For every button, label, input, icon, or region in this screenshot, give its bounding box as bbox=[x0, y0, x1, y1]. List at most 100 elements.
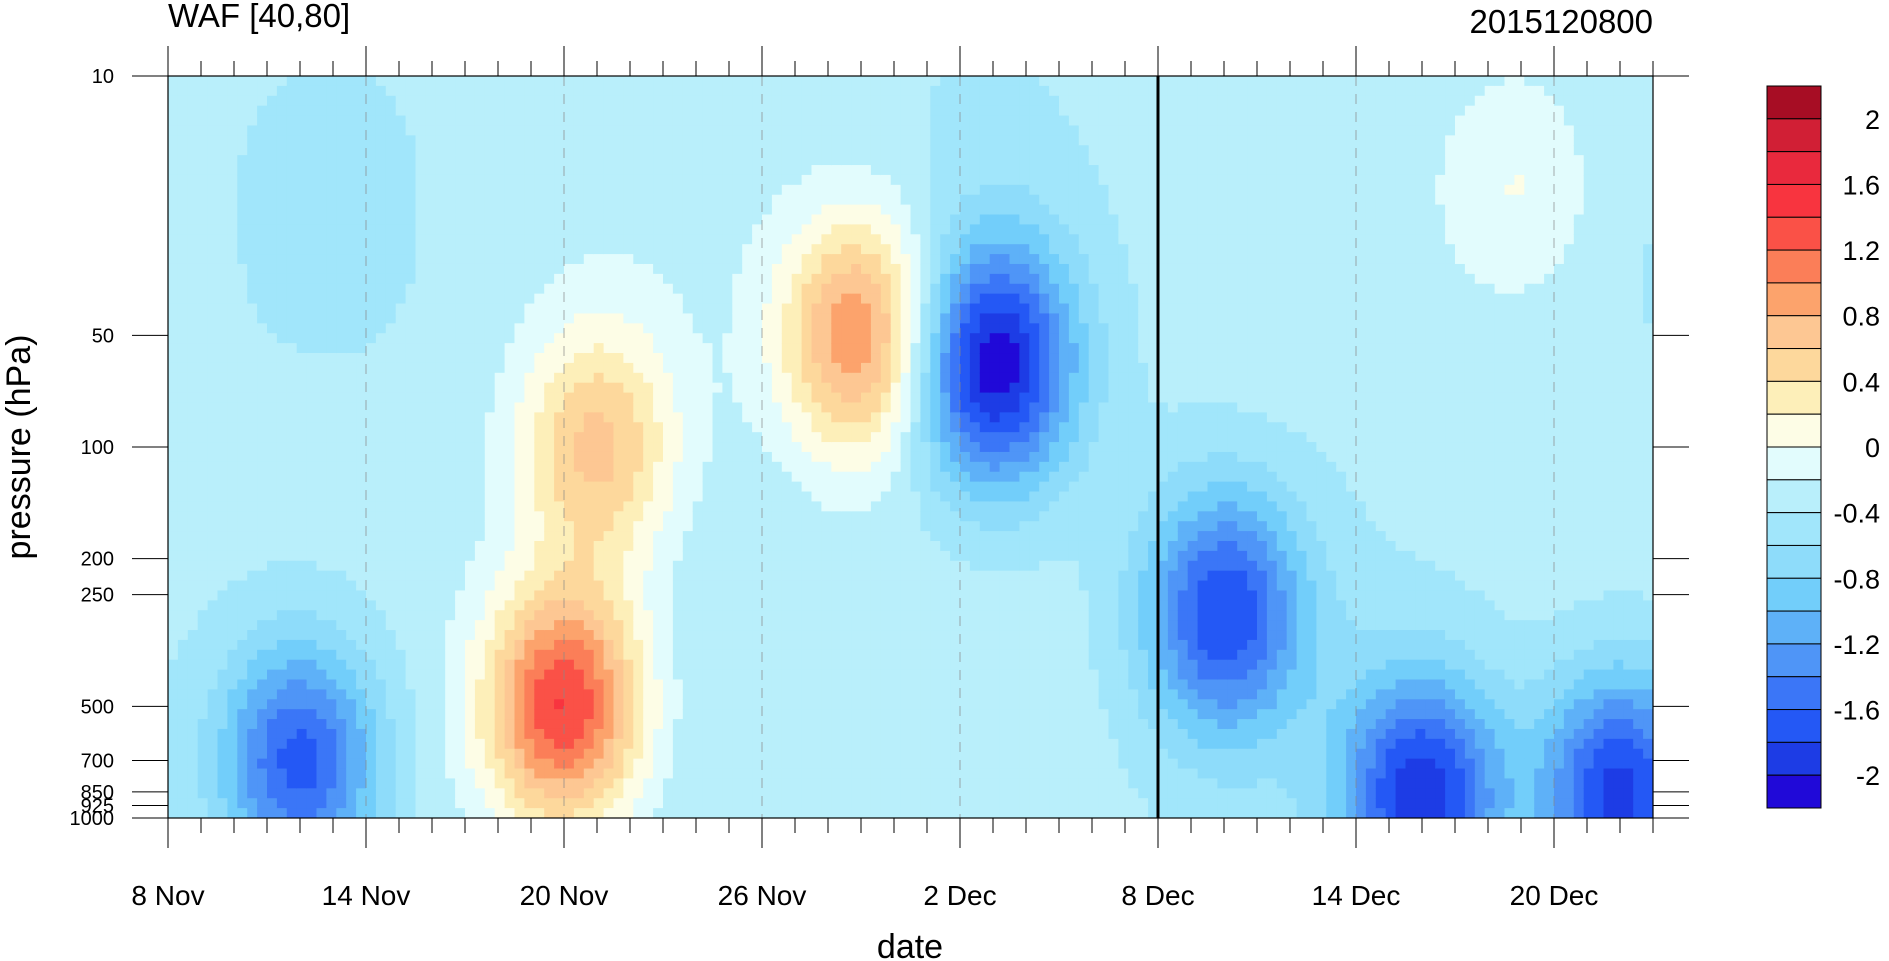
contour-cell bbox=[534, 501, 545, 512]
contour-cell bbox=[346, 293, 357, 305]
contour-cell bbox=[544, 145, 555, 156]
contour-cell bbox=[227, 778, 238, 789]
contour-cell bbox=[524, 630, 535, 641]
contour-cell bbox=[821, 501, 832, 512]
contour-cell bbox=[267, 738, 278, 750]
contour-cell bbox=[672, 649, 684, 661]
contour-cell bbox=[356, 165, 367, 176]
contour-cell bbox=[326, 758, 337, 770]
contour-cell bbox=[385, 461, 397, 473]
contour-cell bbox=[207, 333, 219, 344]
contour-cell bbox=[514, 174, 525, 186]
contour-cell bbox=[494, 283, 506, 295]
contour-cell bbox=[415, 323, 426, 334]
contour-cell bbox=[801, 313, 813, 324]
contour-cell bbox=[405, 402, 417, 413]
contour-cell bbox=[653, 442, 664, 453]
contour-cell bbox=[385, 313, 397, 324]
contour-cell bbox=[267, 600, 278, 611]
contour-cell bbox=[257, 362, 268, 374]
contour-cell bbox=[682, 372, 694, 384]
contour-cell bbox=[544, 580, 555, 592]
contour-cell bbox=[286, 630, 298, 641]
contour-cell bbox=[554, 165, 565, 176]
contour-cell bbox=[672, 194, 684, 206]
contour-cell bbox=[217, 501, 228, 512]
contour-cell bbox=[742, 323, 753, 334]
contour-cell bbox=[425, 501, 436, 512]
contour-cell bbox=[712, 649, 723, 661]
contour-cell bbox=[227, 323, 238, 334]
contour-cell bbox=[356, 540, 367, 552]
contour-cell bbox=[267, 531, 278, 542]
contour-cell bbox=[544, 422, 555, 433]
contour-cell bbox=[593, 689, 605, 700]
contour-cell bbox=[712, 145, 723, 156]
contour-cell bbox=[356, 76, 367, 87]
contour-cell bbox=[484, 214, 496, 225]
contour-cell bbox=[762, 639, 773, 651]
contour-cell bbox=[643, 639, 654, 651]
contour-cell bbox=[395, 620, 407, 631]
contour-cell bbox=[722, 155, 733, 166]
contour-cell bbox=[177, 165, 189, 176]
contour-cell bbox=[742, 679, 753, 690]
contour-cell bbox=[653, 788, 664, 799]
contour-cell bbox=[465, 165, 476, 176]
contour-cell bbox=[415, 184, 426, 196]
contour-cell bbox=[514, 669, 525, 681]
contour-cell bbox=[346, 402, 357, 413]
contour-cell bbox=[672, 244, 684, 255]
contour-cell bbox=[762, 699, 773, 710]
contour-cell bbox=[455, 570, 466, 582]
contour-cell bbox=[217, 135, 228, 146]
contour-cell bbox=[544, 343, 555, 354]
contour-cell bbox=[524, 194, 535, 206]
contour-cell bbox=[405, 768, 417, 780]
contour-cell bbox=[306, 204, 318, 216]
contour-cell bbox=[187, 600, 199, 611]
contour-cell bbox=[484, 550, 496, 562]
contour-cell bbox=[197, 560, 209, 572]
contour-cell bbox=[217, 234, 228, 245]
contour-cell bbox=[682, 293, 694, 305]
contour-cell bbox=[455, 560, 466, 572]
contour-cell bbox=[811, 323, 822, 334]
contour-cell bbox=[237, 333, 248, 344]
contour-cell bbox=[771, 184, 783, 196]
contour-cell bbox=[415, 610, 426, 621]
contour-cell bbox=[247, 382, 258, 394]
contour-cell bbox=[187, 184, 199, 196]
contour-cell bbox=[296, 155, 308, 166]
contour-cell bbox=[791, 659, 803, 671]
contour-cell bbox=[247, 719, 258, 730]
contour-cell bbox=[613, 283, 624, 295]
contour-cell bbox=[257, 125, 268, 136]
contour-cell bbox=[375, 689, 387, 700]
contour-cell bbox=[692, 372, 704, 384]
contour-cell bbox=[643, 451, 654, 463]
contour-cell bbox=[356, 560, 367, 572]
contour-cell bbox=[514, 748, 525, 760]
contour-cell bbox=[702, 204, 714, 216]
contour-cell bbox=[276, 204, 288, 216]
contour-cell bbox=[613, 600, 624, 611]
contour-cell bbox=[633, 570, 644, 582]
contour-cell bbox=[276, 234, 288, 245]
contour-cell bbox=[742, 85, 753, 97]
contour-cell bbox=[286, 768, 298, 780]
contour-cell bbox=[791, 689, 803, 700]
contour-cell bbox=[672, 412, 684, 423]
contour-cell bbox=[742, 204, 753, 216]
contour-cell bbox=[247, 353, 258, 364]
contour-cell bbox=[821, 471, 832, 483]
contour-cell bbox=[564, 471, 575, 483]
contour-cell bbox=[316, 362, 327, 374]
contour-cell bbox=[267, 610, 278, 621]
contour-cell bbox=[613, 145, 624, 156]
contour-cell bbox=[385, 184, 397, 196]
contour-cell bbox=[791, 422, 803, 433]
contour-cell bbox=[445, 570, 456, 582]
contour-cell bbox=[356, 451, 367, 463]
contour-cell bbox=[623, 481, 634, 493]
